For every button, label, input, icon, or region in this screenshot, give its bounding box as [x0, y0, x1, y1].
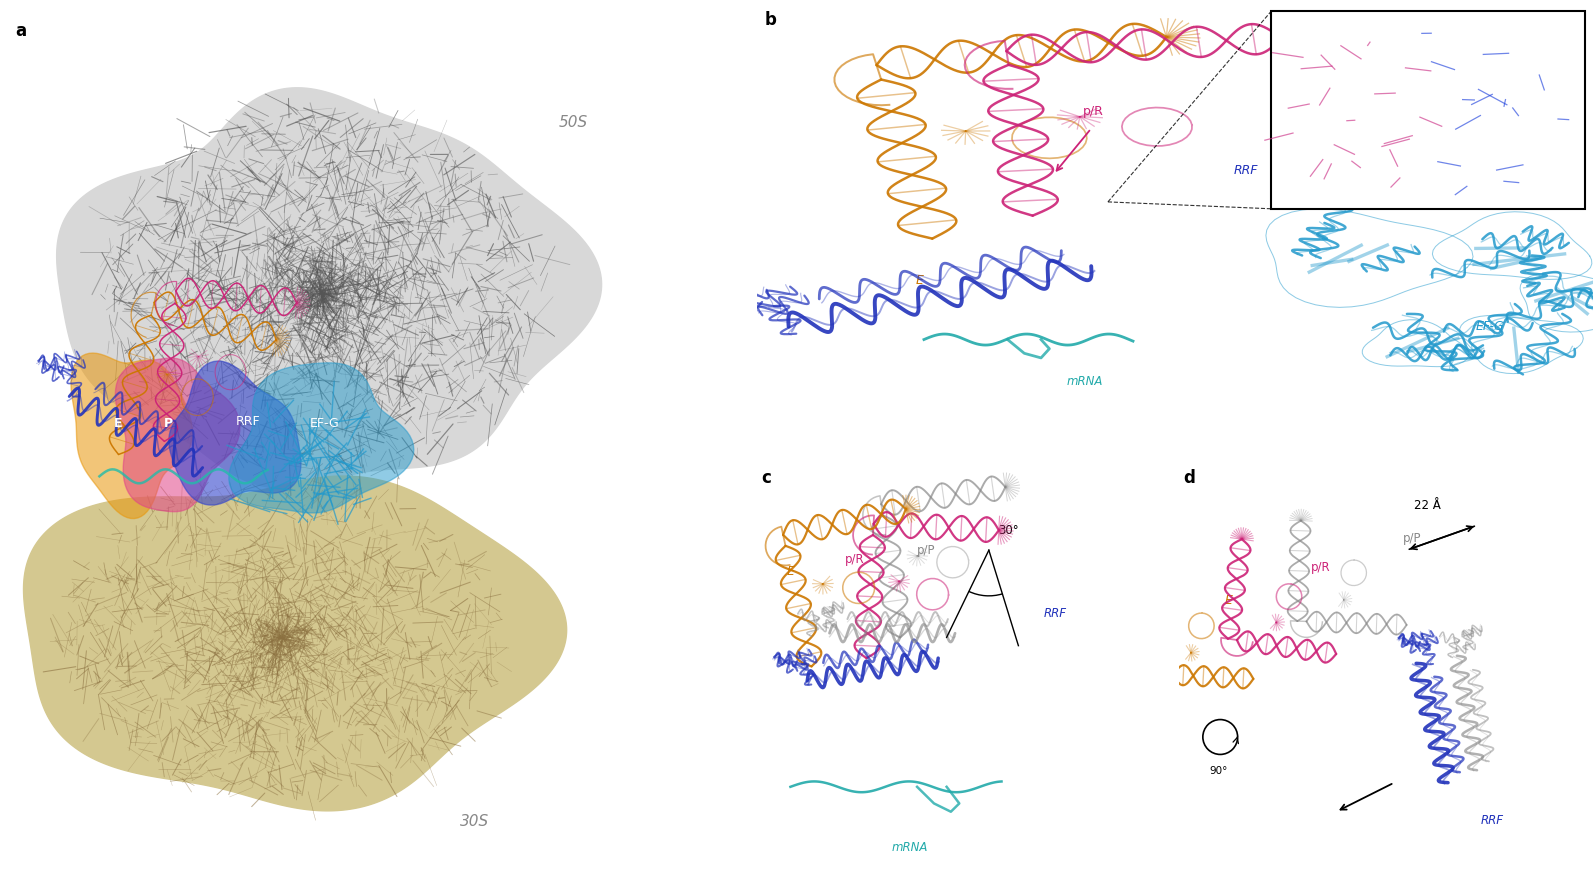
- Text: 30S: 30S: [459, 814, 489, 829]
- Text: RRF: RRF: [1481, 815, 1504, 827]
- Text: p/R: p/R: [1083, 105, 1104, 118]
- Text: P: P: [164, 418, 172, 430]
- Text: mRNA: mRNA: [1066, 376, 1102, 388]
- Text: b: b: [765, 11, 777, 30]
- Text: p/P: p/P: [1402, 532, 1421, 545]
- Text: 30°: 30°: [999, 524, 1020, 537]
- Text: p/R: p/R: [1311, 561, 1332, 574]
- Text: 22 Å: 22 Å: [1415, 499, 1440, 511]
- Text: E: E: [1225, 594, 1233, 607]
- Text: 50S: 50S: [559, 114, 588, 129]
- Polygon shape: [72, 353, 193, 518]
- Text: EF-G: EF-G: [1475, 321, 1504, 333]
- Text: RRF: RRF: [236, 415, 261, 427]
- Polygon shape: [1286, 51, 1438, 180]
- Text: E: E: [787, 565, 793, 578]
- Polygon shape: [169, 361, 301, 505]
- Text: E: E: [115, 418, 123, 430]
- Polygon shape: [1429, 48, 1548, 186]
- Text: RRF: RRF: [1043, 607, 1067, 620]
- Text: c: c: [761, 469, 771, 487]
- Bar: [1271, 11, 1585, 209]
- Text: E: E: [916, 274, 924, 288]
- Text: 90°: 90°: [1209, 766, 1227, 776]
- Text: a: a: [16, 22, 27, 40]
- Polygon shape: [24, 476, 567, 811]
- Polygon shape: [57, 87, 602, 489]
- Text: EF-G: EF-G: [311, 418, 339, 430]
- Polygon shape: [115, 358, 241, 511]
- Polygon shape: [229, 363, 414, 513]
- Text: p/R: p/R: [846, 552, 865, 565]
- Text: mRNA: mRNA: [892, 841, 929, 854]
- Text: d: d: [1184, 469, 1195, 487]
- Text: RRF: RRF: [1233, 164, 1258, 177]
- Text: p/P: p/P: [918, 545, 935, 558]
